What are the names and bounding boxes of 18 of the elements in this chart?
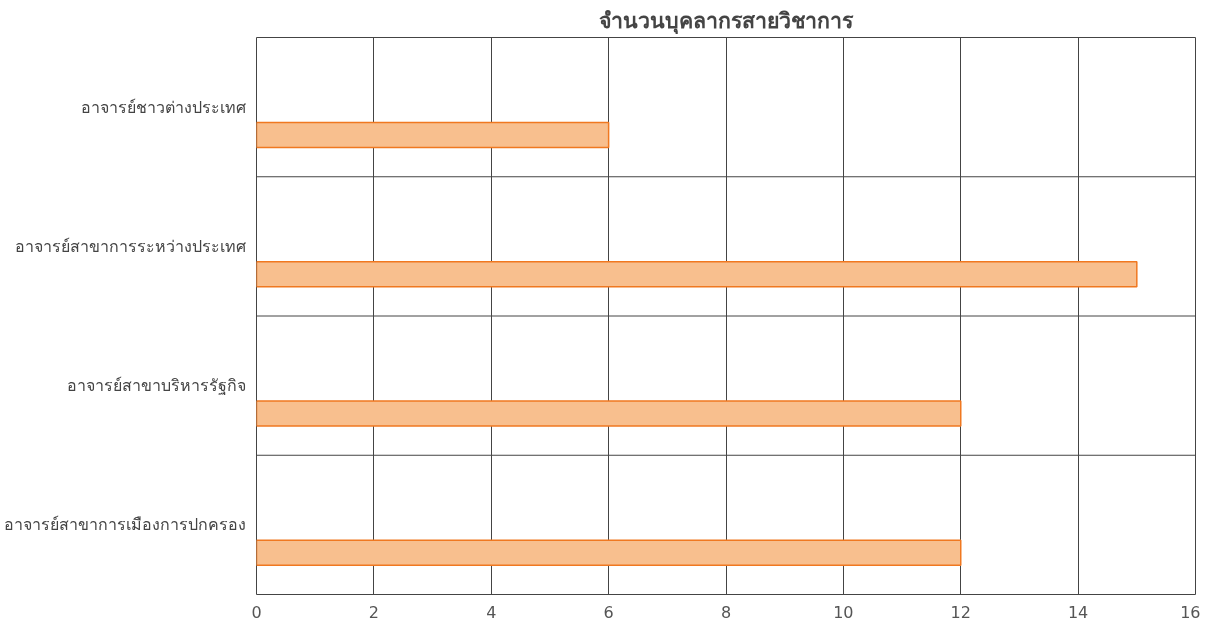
x-tick-label: 12 xyxy=(950,602,971,622)
bar xyxy=(256,121,610,149)
x-tick-label: 10 xyxy=(833,602,854,622)
bar xyxy=(256,260,1138,288)
x-tick-label: 0 xyxy=(251,602,262,622)
y-tick-label: อาจารย์สาขาการระหว่างประเทศ xyxy=(14,236,246,256)
chart-title: จำนวนบุคลากรสายวิชาการ xyxy=(599,7,854,35)
bar xyxy=(256,539,962,567)
x-tick-label: 2 xyxy=(368,602,379,622)
x-tick-label: 14 xyxy=(1067,602,1089,622)
x-tick-label: 4 xyxy=(486,602,497,622)
y-tick-label: อาจารย์สาขาบริหารรัฐกิจ xyxy=(66,376,246,396)
y-tick-label: อาจารย์ชาวต่างประเทศ xyxy=(80,97,246,117)
x-tick-label: 8 xyxy=(720,602,732,622)
bar xyxy=(256,400,962,427)
y-tick-label: อาจารย์สาขาการเมืองการปกครอง xyxy=(3,515,246,535)
x-tick-label: 16 xyxy=(1180,602,1201,622)
x-tick-label: 6 xyxy=(603,602,614,622)
